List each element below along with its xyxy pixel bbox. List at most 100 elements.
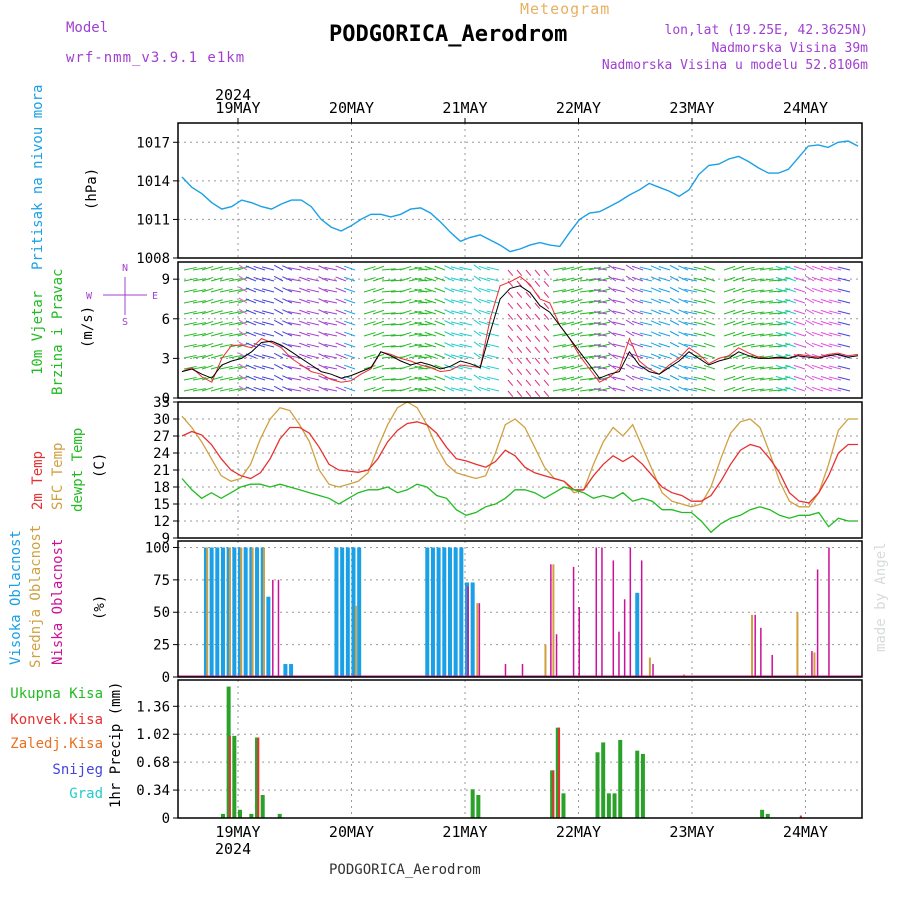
wind-barb (245, 298, 257, 304)
wind-barb (478, 298, 491, 304)
ytick-label-cloud: 0 (162, 670, 170, 686)
wind-barb (811, 342, 824, 348)
cloud-bar (351, 547, 356, 677)
wind-barb (811, 276, 824, 282)
wind-barb (723, 287, 736, 293)
wind-barb (837, 299, 851, 304)
wind-barb (639, 266, 653, 271)
wind-barb (650, 276, 662, 282)
wind-barb (444, 353, 455, 359)
precip-bar (558, 727, 561, 818)
wind-barb (306, 321, 320, 326)
panel-frame-cloud (177, 540, 863, 678)
cloud-bar (504, 664, 507, 677)
precip-bar (277, 813, 282, 818)
wind-barb (324, 332, 338, 337)
wind-barb (238, 319, 248, 326)
cloud-bar (206, 547, 209, 677)
cloud-bar (238, 547, 242, 677)
wind-barb (741, 354, 755, 359)
wind-barb (318, 320, 329, 326)
wind-barb (274, 297, 284, 304)
wind-barb (238, 264, 248, 271)
wind-barb (318, 386, 329, 392)
wind-barb (750, 267, 765, 271)
wind-barb (588, 332, 602, 337)
wind-barb (678, 342, 689, 348)
wind-barb (507, 335, 514, 342)
wind-barb (486, 277, 500, 282)
wind-barb (552, 355, 566, 359)
wind-barb (693, 387, 707, 392)
wind-barb (261, 321, 275, 326)
wind-barb (228, 266, 242, 271)
wind-barb (261, 365, 275, 370)
wind-barb (723, 309, 736, 315)
wind-barb (759, 267, 774, 271)
wind-barb (253, 265, 266, 271)
wind-barb (534, 346, 541, 353)
cloud-bar (828, 547, 830, 677)
cloud-bar (447, 547, 452, 677)
precip-bar (635, 750, 640, 818)
wind-barb (811, 364, 824, 370)
wind-barb (678, 309, 689, 315)
cloud-bar (629, 547, 632, 677)
wind-barb (274, 385, 284, 392)
wind-barb (612, 376, 626, 381)
wind-barb (335, 320, 347, 326)
cloud-bar (623, 599, 626, 677)
wind-barb (741, 387, 755, 392)
wind-barb (282, 265, 293, 271)
legend-ukupna-kisa: Ukupna Kisa (10, 686, 103, 702)
wind-barb (238, 297, 248, 304)
wind-barb (288, 333, 302, 337)
wind-barb (450, 332, 464, 337)
wind-barb (594, 267, 608, 271)
ytick-label-precip: 1.36 (136, 699, 170, 715)
cloud-bar (453, 547, 458, 677)
wind-barb (414, 321, 428, 326)
wind-barb (486, 332, 500, 337)
wind-barb (525, 269, 532, 276)
ytick-label-pressure: 1008 (136, 251, 170, 267)
wind-barb (750, 311, 765, 315)
wind-barb (408, 277, 422, 282)
wind-barb (669, 275, 680, 282)
wind-barb (612, 288, 626, 293)
wind-barb (678, 364, 689, 370)
wind-barb (507, 291, 514, 298)
wind-barb (820, 320, 833, 326)
wind-barb (372, 287, 385, 293)
wind-barb (625, 264, 635, 271)
wind-barb (805, 319, 815, 326)
wind-barb (658, 265, 671, 271)
wind-barb (192, 355, 206, 359)
wind-barb (261, 332, 275, 337)
wind-barb (335, 287, 347, 293)
wind-barb (478, 276, 491, 282)
wind-barb (608, 264, 617, 271)
wind-barb (650, 309, 662, 315)
model-label: Model (66, 20, 109, 36)
wind-barb (434, 265, 446, 271)
cloud-bar (345, 547, 350, 677)
wind-barb (650, 342, 662, 348)
wind-barb (805, 330, 815, 337)
wind-barb (282, 309, 293, 315)
wind-barb (318, 276, 329, 282)
wind-barb (525, 335, 532, 342)
wind-barb (424, 386, 437, 392)
wind-barb (424, 342, 437, 348)
cloud-bar (277, 579, 280, 677)
wind-barb (759, 366, 774, 370)
wind-barb (253, 287, 266, 293)
wind-barb (820, 375, 833, 381)
wind-barb (837, 266, 851, 271)
xtick-bottom-label: 22MAY (556, 823, 601, 841)
wind-barb (588, 277, 602, 282)
wind-barb (363, 266, 376, 271)
cloud-bar (572, 566, 575, 677)
wind-barb (414, 310, 428, 315)
wind-barb (597, 310, 611, 315)
